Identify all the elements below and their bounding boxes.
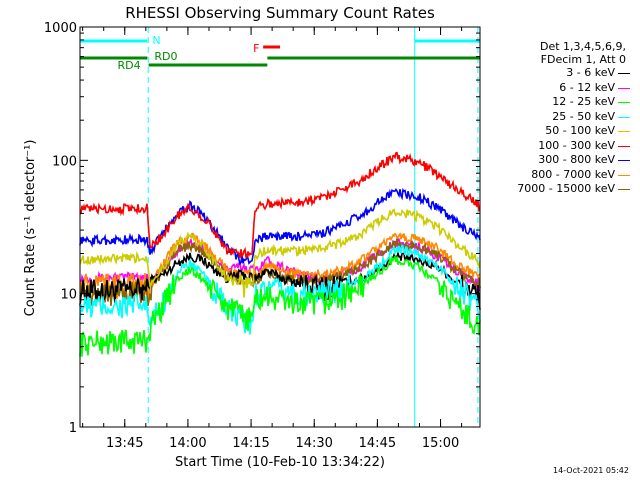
series-lines — [79, 151, 481, 357]
legend-item: 12 - 25 keV — [490, 95, 640, 110]
x-tick-label-4: 14:45 — [359, 436, 396, 451]
x-tick-label-3: 14:30 — [295, 436, 332, 451]
series-line-0 — [79, 250, 481, 310]
annotation-label-2: RD0 — [154, 50, 177, 63]
legend-item-label: 25 - 50 keV — [552, 109, 615, 123]
legend-item-label: 300 - 800 keV — [538, 153, 615, 166]
legend-item-label: 3 - 6 keV — [566, 66, 615, 79]
x-axis-label: Start Time (10-Feb-10 13:34:22) — [175, 455, 385, 470]
legend-item-label: 6 - 12 keV — [559, 80, 615, 94]
series-line-6 — [79, 187, 481, 266]
series-line-4 — [79, 208, 481, 298]
legend-items: 3 - 6 keV 6 - 12 keV 12 - 25 keV 25 - 50 ke… — [490, 66, 640, 197]
legend: Det 1,3,4,5,6,9, FDecim 1, Att 0 3 - 6 k… — [490, 40, 640, 197]
legend-swatch — [618, 116, 630, 118]
legend-item-label: 7000 - 15000 keV — [517, 182, 615, 195]
legend-swatch — [618, 102, 630, 103]
legend-item-label: 100 - 300 keV — [538, 138, 615, 152]
series-line-3 — [79, 243, 481, 335]
legend-item-label: 50 - 100 keV — [545, 124, 615, 137]
legend-swatch — [618, 160, 630, 161]
chart-title: RHESSI Observing Summary Count Rates — [125, 4, 435, 22]
series-line-5 — [79, 151, 481, 259]
annotation-label-3: RD4 — [118, 59, 141, 72]
legend-swatch — [618, 131, 630, 132]
legend-item: 7000 - 15000 keV — [490, 182, 640, 197]
plot-timestamp: 14-Oct-2021 05:42 — [553, 466, 629, 475]
x-tick-label-5: 15:00 — [422, 436, 459, 451]
legend-item: 800 - 7000 keV — [490, 168, 640, 183]
y-tick-label-1: 10 — [60, 288, 77, 303]
x-tick-label-1: 14:00 — [169, 436, 206, 451]
legend-item-label: 800 - 7000 keV — [531, 167, 615, 181]
legend-item: 3 - 6 keV — [490, 66, 640, 81]
y-tick-label-0: 1 — [69, 421, 77, 436]
annotation-label-0: N — [152, 34, 160, 47]
plot-frame — [79, 26, 481, 428]
y-tick-label-3: 1000 — [44, 21, 77, 36]
legend-swatch — [618, 73, 630, 74]
legend-item: 50 - 100 keV — [490, 124, 640, 139]
legend-item: 300 - 800 keV — [490, 153, 640, 168]
legend-header-line-1: Det 1,3,4,5,6,9, — [539, 40, 626, 53]
orbit-boundary-lines — [147, 27, 479, 427]
y-tick-label-2: 100 — [52, 154, 77, 169]
legend-item: 6 - 12 keV — [490, 81, 640, 96]
series-line-2 — [79, 254, 481, 357]
legend-item: 100 - 300 keV — [490, 139, 640, 154]
legend-swatch — [618, 145, 630, 147]
annotation-label-1: F — [253, 42, 259, 55]
axes: 13:45 14:00 14:15 14:30 14:45 15:00 1 10 100 1000 — [44, 21, 480, 451]
x-tick-label-0: 13:45 — [106, 436, 143, 451]
legend-item-label: 12 - 25 keV — [552, 95, 615, 108]
y-axis-label: Count Rate (s⁻¹ detector⁻¹) — [23, 140, 38, 317]
legend-swatch — [618, 174, 630, 176]
legend-header-line-2: FDecim 1, Att 0 — [540, 53, 626, 66]
x-tick-label-2: 14:15 — [232, 436, 269, 451]
legend-swatch — [618, 189, 630, 190]
flag-annotations: N F RD0 RD4 — [80, 34, 480, 72]
legend-item: 25 - 50 keV — [490, 110, 640, 125]
legend-swatch — [618, 87, 630, 89]
